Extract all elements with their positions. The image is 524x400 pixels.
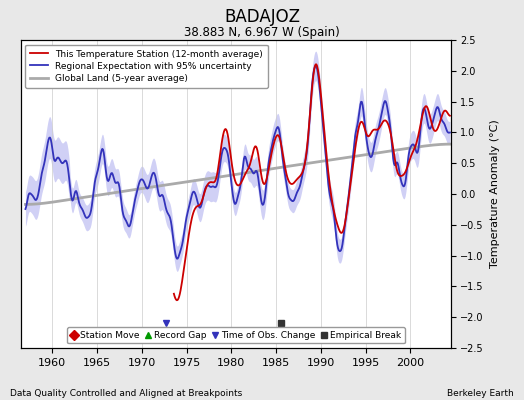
Legend: Station Move, Record Gap, Time of Obs. Change, Empirical Break: Station Move, Record Gap, Time of Obs. C…: [67, 327, 405, 344]
Y-axis label: Temperature Anomaly (°C): Temperature Anomaly (°C): [489, 120, 499, 268]
Text: BADAJOZ: BADAJOZ: [224, 8, 300, 26]
Text: 38.883 N, 6.967 W (Spain): 38.883 N, 6.967 W (Spain): [184, 26, 340, 39]
Text: Berkeley Earth: Berkeley Earth: [447, 389, 514, 398]
Text: Data Quality Controlled and Aligned at Breakpoints: Data Quality Controlled and Aligned at B…: [10, 389, 243, 398]
